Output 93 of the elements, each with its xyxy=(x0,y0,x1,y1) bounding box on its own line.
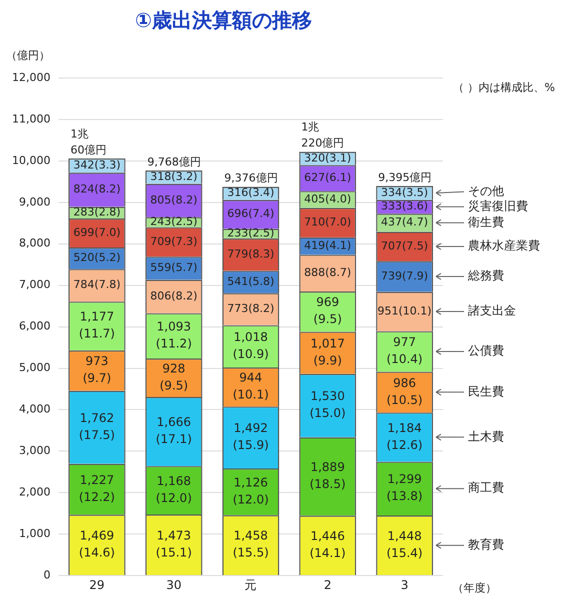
text: その他 xyxy=(468,184,504,198)
data-label: 1,530 (15.0) xyxy=(310,389,346,420)
total-label: 1兆 60億円 xyxy=(70,127,106,156)
data-label: 1,448 (15.4) xyxy=(386,528,423,560)
data-label: 1,168 (12.0) xyxy=(156,474,192,505)
data-label: 1,458 (15.5) xyxy=(232,528,269,560)
text: （ ）内は構成比、% xyxy=(453,80,555,94)
data-label: 520(5.2) xyxy=(73,251,120,264)
data-label: 944 (10.1) xyxy=(232,370,269,402)
data-label: 710(7.0) xyxy=(304,215,352,228)
data-label: 969 (9.5) xyxy=(313,295,342,326)
data-label: 977 (10.4) xyxy=(386,335,423,366)
data-label: 699(7.0) xyxy=(73,226,120,239)
y-tick-label: 3,000 xyxy=(18,444,50,458)
data-label: 928 (9.5) xyxy=(160,361,188,392)
data-label: 627(6.1) xyxy=(304,170,352,184)
y-tick-label: 9,000 xyxy=(18,195,50,208)
data-label: 233(2.5) xyxy=(227,226,274,240)
data-label: 342(3.3) xyxy=(73,158,120,172)
chart-title: ①歳出決算額の推移 xyxy=(135,8,312,32)
data-label: 1,473 (15.1) xyxy=(156,528,192,560)
data-label: 1,469 (14.6) xyxy=(78,528,115,560)
data-label: 1,177 (11.7) xyxy=(78,310,115,341)
data-label: 1,666 (17.1) xyxy=(156,415,192,446)
data-label: 1,762 (17.5) xyxy=(78,410,115,442)
data-label: 333(3.6) xyxy=(381,200,428,213)
data-label: 779(8.3) xyxy=(227,247,274,260)
data-label: 1,093 (11.2) xyxy=(156,319,192,350)
data-label: 320(3.1) xyxy=(304,151,352,164)
data-label: 318(3.2) xyxy=(150,170,198,184)
y-tick-label: 4,000 xyxy=(18,402,50,416)
x-tick-label: 元 xyxy=(244,578,257,592)
total-label: 9,376億円 xyxy=(224,172,278,185)
x-tick-label: 2 xyxy=(324,578,332,592)
total-label: 9,395億円 xyxy=(378,170,432,184)
data-label: 709(7.3) xyxy=(150,234,198,248)
data-label: 1,018 (10.9) xyxy=(232,330,269,361)
y-tick-label: 5,000 xyxy=(18,361,50,374)
y-tick-label: 0 xyxy=(43,568,50,582)
text: 農林水産業費 xyxy=(468,238,540,253)
text: 総務費 xyxy=(467,268,504,283)
data-label: 1,227 (12.2) xyxy=(78,472,115,504)
text: 民生費 xyxy=(468,384,504,398)
x-tick-label: 3 xyxy=(400,578,408,592)
y-tick-label: 7,000 xyxy=(18,278,50,292)
data-label: 806(8.2) xyxy=(150,289,198,302)
data-label: 824(8.2) xyxy=(73,182,120,196)
text: 諸支出金 xyxy=(468,304,516,318)
data-label: 243(2.5) xyxy=(150,215,198,228)
x-axis-title: （年度） xyxy=(452,581,497,594)
data-label: 1,299 (13.8) xyxy=(386,472,423,504)
data-label: 334(3.5) xyxy=(381,186,428,199)
data-label: 541(5.8) xyxy=(227,274,274,288)
y-tick-label: 8,000 xyxy=(18,236,50,250)
text: 衛生費 xyxy=(468,214,504,229)
y-tick-label: 11,000 xyxy=(12,112,50,126)
text: 土木費 xyxy=(468,429,504,444)
data-label: 559(5.7) xyxy=(150,261,198,274)
y-tick-label: 1,000 xyxy=(18,526,50,540)
data-label: 986 (10.5) xyxy=(386,376,423,407)
data-label: 739(7.9) xyxy=(381,269,428,282)
data-label: 1,017 (9.9) xyxy=(310,336,345,368)
data-label: 316(3.4) xyxy=(227,186,274,200)
data-label: 405(4.0) xyxy=(304,192,352,206)
data-label: 419(4.1) xyxy=(304,238,352,252)
data-label: 951(10.1) xyxy=(378,304,432,318)
text: 教育費 xyxy=(468,537,504,552)
data-label: 437(4.7) xyxy=(381,216,428,229)
x-tick-label: 29 xyxy=(89,578,105,592)
data-label: 888(8.7) xyxy=(304,266,352,279)
text: 災害復旧費 xyxy=(468,198,528,213)
x-tick-label: 30 xyxy=(166,578,182,592)
data-label: 696(7.4) xyxy=(227,207,274,220)
data-label: 773(8.2) xyxy=(227,302,274,316)
data-label: 707(7.5) xyxy=(381,239,428,252)
data-label: 1,492 (15.9) xyxy=(232,421,269,452)
data-label: 1,126 (12.0) xyxy=(232,475,269,506)
total-label: 1兆 220億円 xyxy=(301,120,344,150)
data-label: 283(2.8) xyxy=(73,206,120,219)
y-tick-label: 6,000 xyxy=(18,320,50,333)
data-label: 1,889 (18.5) xyxy=(310,460,346,492)
data-label: 973 (9.7) xyxy=(82,354,112,386)
total-label: 9,768億円 xyxy=(147,155,201,168)
data-label: 1,184 (12.6) xyxy=(386,420,423,452)
text: 商工費 xyxy=(468,480,504,495)
data-label: 1,446 (14.1) xyxy=(310,528,346,560)
data-label: 784(7.8) xyxy=(73,278,120,292)
y-tick-label: 10,000 xyxy=(12,154,50,167)
text: 公債費 xyxy=(468,344,504,358)
y-tick-label: 12,000 xyxy=(12,70,50,84)
data-label: 805(8.2) xyxy=(150,193,198,206)
y-axis-title: （億円） xyxy=(6,48,50,62)
y-tick-label: 2,000 xyxy=(18,486,50,499)
